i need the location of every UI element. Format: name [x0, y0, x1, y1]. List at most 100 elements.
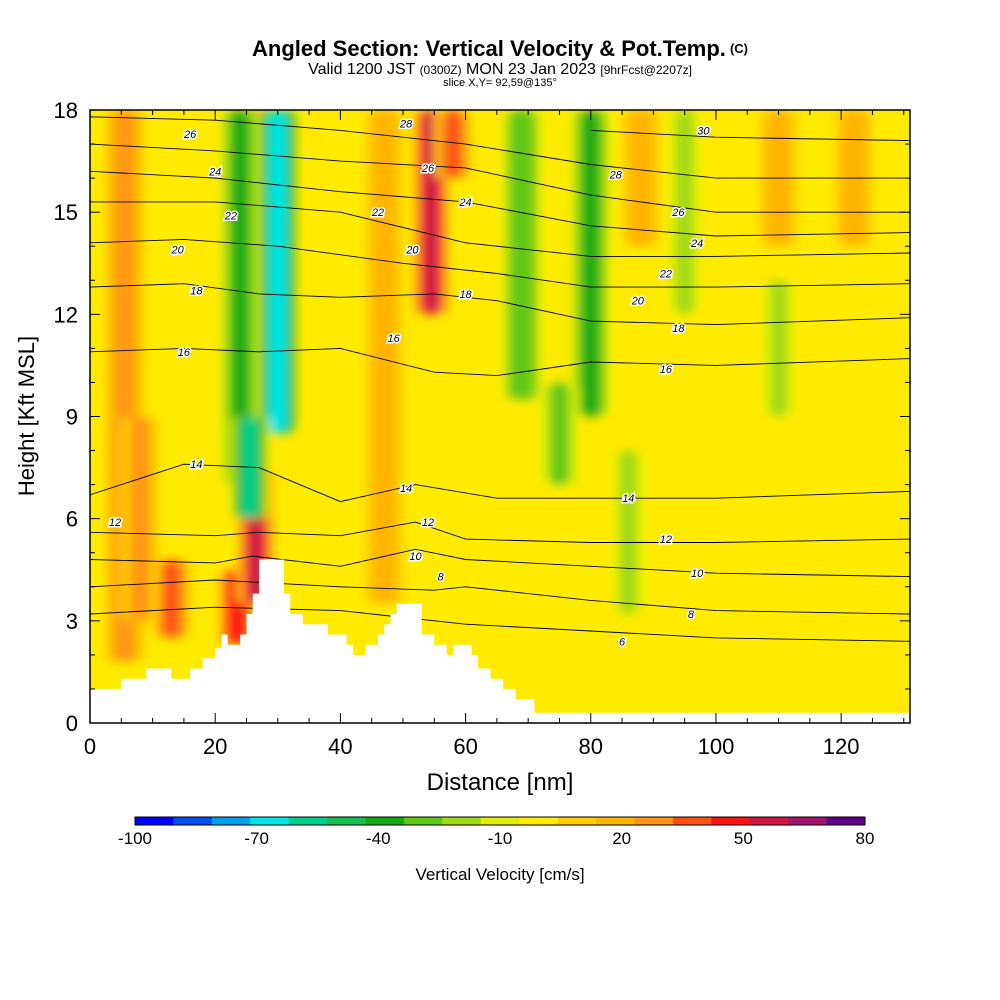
- contour-label: 18: [459, 289, 472, 301]
- contour-labels: 26 24 22 20 18 16 14 12 28 26 24 22 20 18 16 14 12 10 8 30 2…: [107, 117, 712, 650]
- colorbar-swatch: [365, 817, 405, 825]
- downdraft-plume: [609, 450, 648, 615]
- colorbar-swatch: [173, 817, 213, 825]
- contour-label: 8: [688, 609, 695, 621]
- contour-label: 22: [224, 211, 237, 223]
- colorbar-tick-label: -40: [366, 829, 391, 848]
- colorbar-swatch: [211, 817, 251, 825]
- updraft-plume: [120, 416, 160, 621]
- isentrope-line: [90, 521, 910, 543]
- isentrope-line: [90, 579, 910, 615]
- isentrope-line: [90, 143, 910, 213]
- contour-label: 30: [697, 125, 710, 137]
- contour-label: 14: [400, 483, 412, 495]
- updraft-plume: [433, 110, 473, 179]
- contour-label: 26: [671, 207, 685, 219]
- y-axis: 0 3 6 9 12 15 18: [54, 98, 910, 736]
- contour-label: 28: [609, 170, 623, 182]
- contour-label: 16: [178, 347, 191, 359]
- downdraft-plume: [258, 110, 298, 434]
- contour-label: 8: [437, 572, 444, 584]
- contour-label: 16: [660, 364, 673, 376]
- contour-label: 18: [190, 285, 203, 297]
- valid-prefix: Valid 1200 JST: [308, 61, 416, 78]
- contour-label: 24: [208, 166, 221, 178]
- isentrope-line: [90, 283, 910, 326]
- x-axis: 0 20 40 60 80 100 120: [84, 110, 905, 759]
- y-tick-label: 3: [66, 609, 78, 634]
- slice-info: slice X,Y= 92,59@135°: [443, 77, 557, 89]
- colorbar-swatch: [788, 817, 828, 825]
- colorbar-tick-label: -10: [488, 829, 513, 848]
- terrain: [90, 559, 910, 723]
- x-tick-label: 0: [84, 734, 96, 759]
- isentrope-line: [90, 606, 910, 642]
- colorbar-tick-label: -70: [244, 829, 269, 848]
- valid-date: MON 23 Jan 2023: [466, 61, 596, 78]
- colorbar-swatch: [135, 817, 174, 825]
- y-tick-label: 15: [54, 200, 78, 225]
- colorbar-tick-label: 50: [734, 829, 753, 848]
- contour-label: 20: [405, 245, 419, 257]
- colorbar-swatch: [288, 817, 328, 825]
- colorbar-swatch: [480, 817, 520, 825]
- colorbar-tick-label: 80: [856, 829, 875, 848]
- colorbar: -100 -70 -40 -10 20 50 80: [118, 816, 875, 848]
- x-tick-label: 120: [823, 734, 860, 759]
- contour-label: 24: [458, 197, 471, 209]
- y-tick-label: 18: [54, 98, 78, 123]
- contour-label: 26: [183, 129, 197, 141]
- downdraft-plume: [571, 110, 611, 417]
- contour-label: 6: [619, 636, 626, 648]
- contour-label: 16: [387, 333, 400, 345]
- isentrope-line: [90, 170, 910, 237]
- y-tick-label: 0: [66, 711, 78, 736]
- x-tick-label: 20: [203, 734, 227, 759]
- colorbar-swatch: [403, 817, 443, 825]
- isentropes: [90, 116, 910, 642]
- contour-label: 14: [190, 459, 202, 471]
- colorbar-swatch: [749, 817, 789, 825]
- colorbar-frame: [134, 816, 866, 826]
- contour-label: 10: [691, 568, 704, 580]
- contour-label: 12: [422, 517, 434, 529]
- updraft-plume: [152, 559, 191, 638]
- updraft-plume: [621, 110, 661, 247]
- colorbar-swatch: [711, 817, 751, 825]
- colorbar-swatch: [826, 817, 866, 825]
- downdraft-plume: [540, 382, 579, 485]
- valid-time: Valid 1200 JST (0300Z) MON 23 Jan 2023 […: [0, 61, 1000, 79]
- colorbar-label: Vertical Velocity [cm/s]: [415, 865, 584, 884]
- contour-label: 24: [690, 238, 703, 250]
- contour-label: 26: [421, 163, 435, 175]
- colorbar-swatch: [327, 817, 367, 825]
- downdraft-plume: [665, 110, 704, 315]
- contour-label: 14: [622, 493, 634, 505]
- contour-label: 22: [371, 207, 384, 219]
- y-axis-label: Height [Kft MSL]: [14, 336, 39, 496]
- colorbar-swatch: [557, 817, 597, 825]
- y-tick-label: 6: [66, 507, 78, 532]
- x-tick-label: 60: [453, 734, 477, 759]
- contour-label: 22: [659, 268, 672, 280]
- x-tick-label: 100: [698, 734, 735, 759]
- velocity-field: [90, 110, 910, 723]
- downdraft-plume: [502, 110, 542, 400]
- contour-label: 12: [660, 534, 672, 546]
- colorbar-swatch: [596, 817, 635, 825]
- isentrope-line: [90, 201, 910, 257]
- y-tick-label: 9: [66, 405, 78, 430]
- contour-label: 28: [399, 119, 413, 131]
- contour-label: 10: [409, 551, 422, 563]
- isentrope-line: [90, 463, 910, 503]
- chart-title: Angled Section: Vertical Velocity & Pot.…: [252, 36, 748, 61]
- colorbar-swatch: [634, 817, 674, 825]
- contour-label: 12: [109, 517, 121, 529]
- contour-label: 20: [631, 296, 645, 308]
- colorbar-swatch: [250, 817, 290, 825]
- x-tick-label: 40: [328, 734, 352, 759]
- colorbar-swatch: [672, 817, 712, 825]
- isentrope-line: [90, 548, 910, 578]
- colorbar-swatch: [442, 817, 482, 825]
